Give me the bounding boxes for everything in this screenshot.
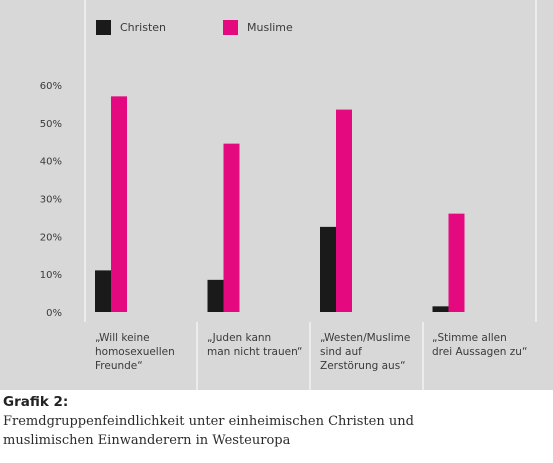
bar-christen-1 <box>95 270 111 312</box>
bar-christen-2 <box>207 279 224 312</box>
y-tick-label: 20% <box>40 232 62 243</box>
bar-muslime-1 <box>111 96 127 312</box>
bar-chart: 0% 10% 20% 30% 40% 50% 60% Christen Muslime <box>40 0 537 390</box>
y-tick-label: 60% <box>40 81 62 92</box>
bar-muslime-3 <box>336 109 352 312</box>
bar-christen-4 <box>432 306 449 312</box>
y-tick-label: 50% <box>40 119 62 130</box>
category-label-3: „Westen/Muslime sind auf Zerstörung aus“ <box>320 332 411 372</box>
caption-line-2: muslimischen Einwanderern in Westeuropa <box>3 433 291 448</box>
y-tick-label: 40% <box>40 157 62 168</box>
y-tick-label: 0% <box>46 308 62 319</box>
chart-panel: 0% 10% 20% 30% 40% 50% 60% Christen Muslime „Wil… <box>0 0 553 390</box>
y-tick-label: 30% <box>40 195 62 206</box>
legend-label-christen: Christen <box>120 21 166 34</box>
bar-christen-3 <box>320 226 336 312</box>
caption-line-1: Fremdgruppenfeindlichkeit unter einheimi… <box>3 414 414 429</box>
legend-swatch-muslime <box>223 20 238 35</box>
legend-label-muslime: Muslime <box>247 21 293 34</box>
bar-muslime-4 <box>448 213 465 312</box>
caption-title: Grafik 2: <box>3 394 69 410</box>
category-label-4: „Stimme allen drei Aussagen zu“ <box>432 332 528 358</box>
category-label-2: „Juden kann man nicht trauen“ <box>207 332 303 358</box>
y-tick-label: 10% <box>40 270 62 281</box>
legend-swatch-christen <box>96 20 111 35</box>
category-label-1: „Will keine homosexuellen Freunde“ <box>95 332 175 372</box>
bar-muslime-2 <box>223 143 240 312</box>
